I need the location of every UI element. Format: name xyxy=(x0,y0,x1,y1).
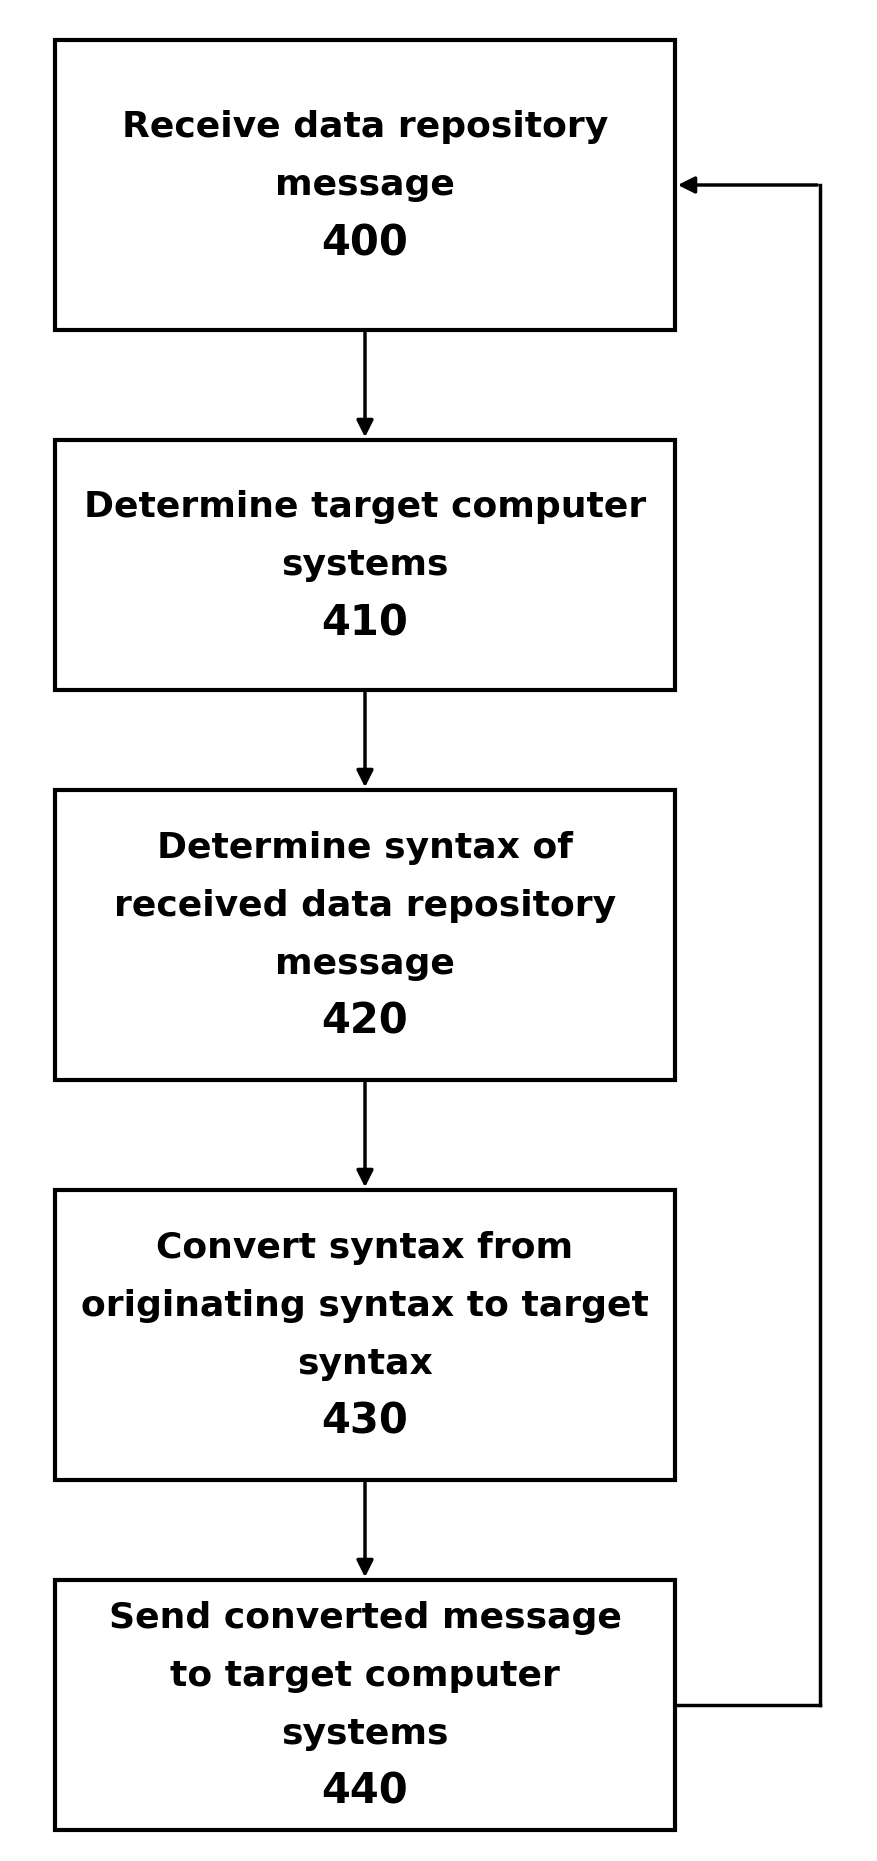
Bar xyxy=(55,439,674,690)
Text: message: message xyxy=(275,947,454,981)
Text: systems: systems xyxy=(281,547,448,582)
Bar xyxy=(55,791,674,1079)
Text: received data repository: received data repository xyxy=(114,890,616,923)
Text: message: message xyxy=(275,167,454,203)
Text: systems: systems xyxy=(281,1718,448,1751)
Text: Convert syntax from: Convert syntax from xyxy=(156,1230,573,1265)
Bar xyxy=(55,39,674,329)
Text: syntax: syntax xyxy=(296,1347,432,1381)
Text: originating syntax to target: originating syntax to target xyxy=(81,1290,648,1323)
Text: Receive data repository: Receive data repository xyxy=(122,110,608,143)
Text: Determine target computer: Determine target computer xyxy=(84,489,645,525)
Text: to target computer: to target computer xyxy=(170,1658,560,1694)
Text: 440: 440 xyxy=(321,1772,408,1813)
Text: 400: 400 xyxy=(321,221,408,264)
Bar xyxy=(55,1189,674,1479)
Text: 420: 420 xyxy=(321,1001,408,1042)
Bar xyxy=(55,1580,674,1829)
Text: 430: 430 xyxy=(321,1401,408,1442)
Text: Determine syntax of: Determine syntax of xyxy=(157,832,573,865)
Text: Send converted message: Send converted message xyxy=(109,1600,621,1636)
Text: 410: 410 xyxy=(321,601,408,644)
